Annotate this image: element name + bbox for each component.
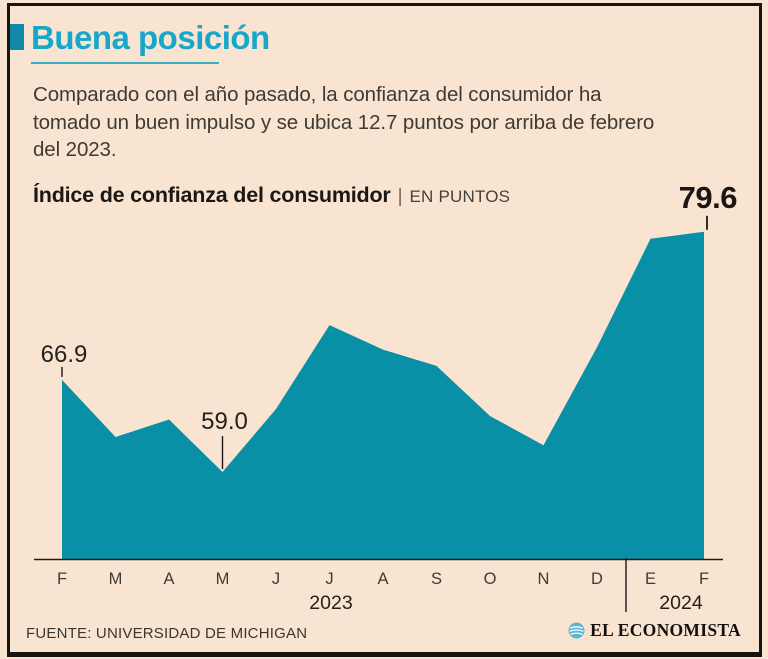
x-tick-label-7: S — [431, 570, 442, 588]
chart-title: Índice de confianza del consumidor — [33, 183, 391, 207]
publisher-logo: EL ECONOMISTA — [568, 620, 741, 641]
x-tick-label-5: J — [325, 570, 333, 588]
x-tick-label-4: J — [272, 570, 280, 588]
x-tick-label-6: A — [377, 570, 388, 588]
x-tick-label-0: F — [57, 570, 67, 588]
x-tick-label-3: M — [216, 570, 230, 588]
summary-text: Comparado con el año pasado, la confianz… — [33, 83, 655, 161]
x-tick-label-12: F — [699, 570, 709, 588]
latest-value-label: 79.6 — [678, 180, 738, 215]
x-tick-label-9: N — [538, 570, 550, 588]
chart-header: Índice de confianza del consumidor | EN … — [33, 183, 510, 208]
year-label-2024: 2024 — [659, 592, 703, 614]
x-tick-label-2: A — [163, 570, 174, 588]
x-tick-label-11: E — [645, 570, 656, 588]
page-title: Buena posición — [31, 19, 270, 56]
chart-title-separator: | — [397, 186, 403, 207]
x-tick-label-10: D — [591, 570, 603, 588]
source-attribution: FUENTE: UNIVERSIDAD DE MICHIGAN — [26, 625, 308, 642]
annotation-label-66.9: 66.9 — [41, 341, 88, 368]
annotation-label-59.0: 59.0 — [201, 408, 248, 435]
x-tick-label-1: M — [109, 570, 123, 588]
chart-unit-label: EN PUNTOS — [409, 187, 511, 206]
x-tick-label-8: O — [484, 570, 497, 588]
publisher-name: EL ECONOMISTA — [590, 620, 741, 640]
el-economista-globe-icon — [568, 622, 585, 639]
title-underline — [31, 62, 219, 64]
title-accent-block — [10, 24, 24, 50]
year-label-2023: 2023 — [309, 592, 352, 614]
area-series — [62, 231, 704, 561]
